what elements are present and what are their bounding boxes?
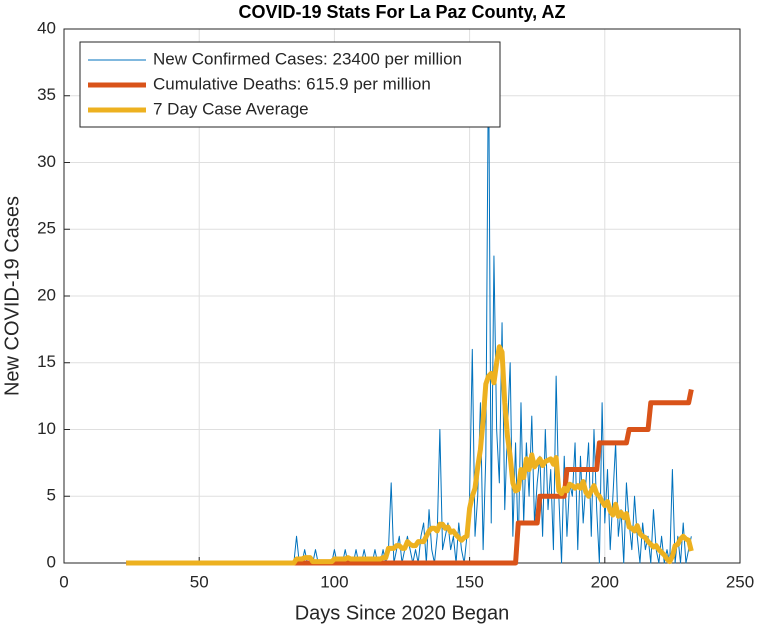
y-tick-label: 10 [37,419,56,438]
legend-box [79,41,501,128]
x-axis-label: Days Since 2020 Began [295,602,510,624]
y-tick-label: 20 [37,285,56,304]
legend-label: 7 Day Case Average [153,99,309,118]
x-tick-label: 100 [320,572,348,591]
legend-label: New Confirmed Cases: 23400 per million [153,49,462,68]
y-tick-label: 40 [37,18,56,37]
x-tick-label: 0 [59,572,68,591]
y-tick-label: 0 [47,552,56,571]
y-tick-label: 30 [37,152,56,171]
legend-label: Cumulative Deaths: 615.9 per million [153,74,431,93]
x-tick-label: 200 [591,572,619,591]
y-tick-label: 15 [37,352,56,371]
y-tick-label: 5 [47,486,56,505]
x-tick-label: 250 [726,572,754,591]
series-line [126,344,694,566]
x-tick-label: 50 [190,572,209,591]
x-tick-label: 150 [455,572,483,591]
chart-title: COVID-19 Stats For La Paz County, AZ [238,2,565,22]
y-tick-label: 25 [37,219,56,238]
y-tick-label: 35 [37,85,56,104]
y-axis-label: New COVID-19 Cases [1,196,23,396]
